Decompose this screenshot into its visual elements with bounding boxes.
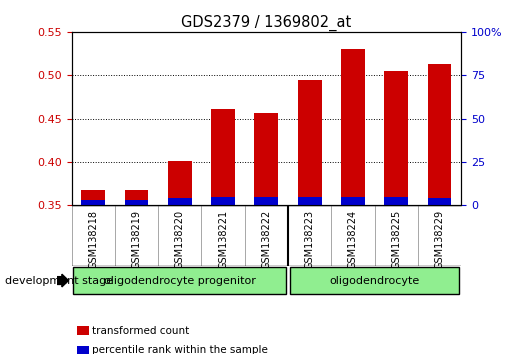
Text: oligodendrocyte progenitor: oligodendrocyte progenitor	[104, 275, 255, 286]
Bar	[211, 109, 235, 205]
Bar	[168, 198, 192, 205]
Bar	[73, 267, 286, 294]
Bar	[298, 80, 322, 205]
Bar	[428, 198, 452, 205]
Text: percentile rank within the sample: percentile rank within the sample	[92, 345, 268, 354]
Bar	[168, 161, 192, 205]
Bar	[254, 197, 278, 205]
Text: GSM138223: GSM138223	[305, 210, 315, 269]
Text: GSM138221: GSM138221	[218, 210, 228, 269]
Bar	[298, 197, 322, 205]
Bar	[428, 64, 452, 205]
Bar	[384, 197, 408, 205]
Bar	[254, 113, 278, 205]
Bar	[81, 190, 105, 205]
FancyArrow shape	[57, 274, 68, 287]
Bar	[81, 200, 105, 205]
Text: GSM138219: GSM138219	[131, 210, 142, 269]
Text: GSM138222: GSM138222	[261, 210, 271, 269]
Bar	[341, 49, 365, 205]
Bar	[125, 190, 148, 205]
Bar	[290, 267, 460, 294]
Bar	[125, 200, 148, 205]
Text: GSM138218: GSM138218	[88, 210, 98, 269]
Bar	[341, 197, 365, 205]
Text: GSM138224: GSM138224	[348, 210, 358, 269]
Text: oligodendrocyte: oligodendrocyte	[330, 275, 420, 286]
Text: GSM138220: GSM138220	[175, 210, 185, 269]
Text: transformed count: transformed count	[92, 326, 189, 336]
Bar	[384, 71, 408, 205]
Text: GSM138229: GSM138229	[435, 210, 445, 269]
Bar	[211, 197, 235, 205]
Title: GDS2379 / 1369802_at: GDS2379 / 1369802_at	[181, 14, 351, 30]
Text: GSM138225: GSM138225	[391, 210, 401, 269]
Text: development stage: development stage	[5, 275, 113, 286]
